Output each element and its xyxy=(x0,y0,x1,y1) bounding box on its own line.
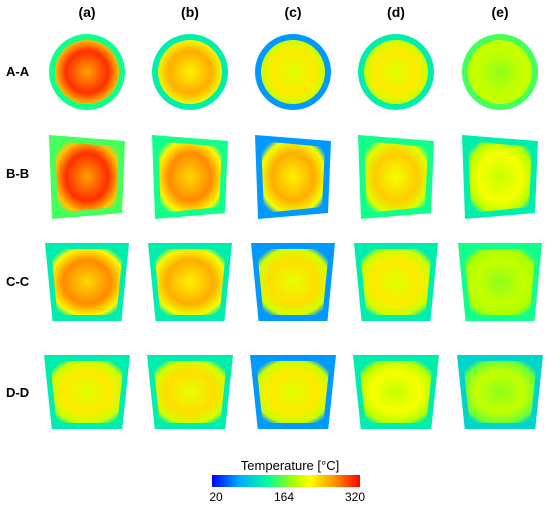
panel-b-b-c xyxy=(255,135,331,219)
panel-core xyxy=(158,40,222,104)
colorbar-tick-mid: 164 xyxy=(273,490,295,504)
row-label-b-b: B-B xyxy=(6,166,30,181)
panel-d-d-c xyxy=(250,355,336,429)
panel-c-c-a xyxy=(45,243,129,321)
panel-core xyxy=(55,40,119,104)
panel-core xyxy=(51,249,123,315)
panel-core xyxy=(359,361,433,423)
column-label-a: (a) xyxy=(78,4,96,20)
colorbar-tick-min: 20 xyxy=(209,490,223,504)
panel-core xyxy=(364,40,428,104)
panel-core xyxy=(261,141,325,213)
panel-c-c-b xyxy=(148,243,232,321)
panel-core xyxy=(158,141,222,213)
panel-b-b-b xyxy=(152,135,228,219)
column-label-c: (c) xyxy=(284,4,302,20)
panel-core xyxy=(468,141,532,213)
panel-a-a-b xyxy=(152,34,228,110)
column-label-d: (d) xyxy=(387,4,405,20)
panel-core xyxy=(154,249,226,315)
panel-core xyxy=(468,40,532,104)
panel-core xyxy=(50,361,124,423)
panel-d-d-e xyxy=(457,355,543,429)
panel-b-b-a xyxy=(49,135,125,219)
column-label-b: (b) xyxy=(181,4,199,20)
row-label-d-d: D-D xyxy=(6,385,30,400)
panel-core xyxy=(153,361,227,423)
panel-a-a-e xyxy=(462,34,538,110)
panel-core xyxy=(364,141,428,213)
column-label-e: (e) xyxy=(491,4,509,20)
panel-a-a-d xyxy=(358,34,434,110)
row-label-c-c: C-C xyxy=(6,274,30,289)
cross-section-panels xyxy=(44,34,543,429)
panel-core xyxy=(257,249,329,315)
panel-core xyxy=(55,141,119,213)
colorbar xyxy=(212,475,360,487)
panel-d-d-d xyxy=(353,355,439,429)
panel-a-a-a xyxy=(49,34,125,110)
panel-a-a-c xyxy=(255,34,331,110)
panel-b-b-e xyxy=(462,135,538,219)
panel-b-b-d xyxy=(358,135,434,219)
panel-core xyxy=(261,40,325,104)
panel-d-d-a xyxy=(44,355,130,429)
panel-core xyxy=(463,361,537,423)
panel-core xyxy=(360,249,432,315)
colorbar-title: Temperature [°C] xyxy=(240,458,340,473)
panel-core xyxy=(256,361,330,423)
panel-c-c-c xyxy=(251,243,335,321)
colorbar-tick-max: 320 xyxy=(344,490,366,504)
panel-core xyxy=(464,249,536,315)
panel-d-d-b xyxy=(147,355,233,429)
panel-c-c-e xyxy=(458,243,542,321)
panel-c-c-d xyxy=(354,243,438,321)
row-label-a-a: A-A xyxy=(6,64,30,79)
